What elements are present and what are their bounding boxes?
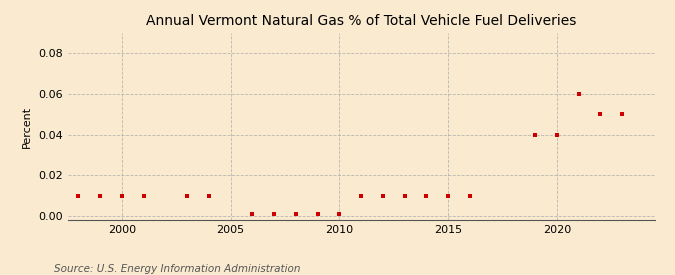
Title: Annual Vermont Natural Gas % of Total Vehicle Fuel Deliveries: Annual Vermont Natural Gas % of Total Ve…: [146, 14, 576, 28]
Text: Source: U.S. Energy Information Administration: Source: U.S. Energy Information Administ…: [54, 264, 300, 274]
Y-axis label: Percent: Percent: [22, 105, 32, 148]
